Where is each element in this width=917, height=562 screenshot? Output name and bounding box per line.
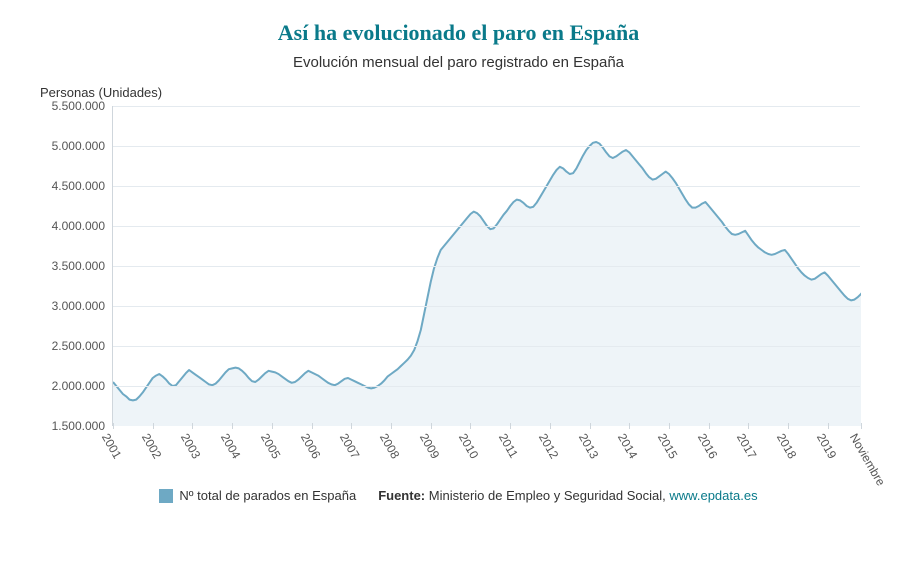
xtick-label: 2004 [218, 431, 243, 461]
xtick-label: 2002 [139, 431, 164, 461]
xtick [113, 423, 114, 429]
xtick [669, 423, 670, 429]
xtick-label: 2007 [337, 431, 362, 461]
ytick-label: 3.000.000 [52, 299, 113, 313]
legend-swatch [159, 489, 173, 503]
xtick [748, 423, 749, 429]
xtick-label: Noviembre [847, 431, 888, 488]
legend-item: Nº total de parados en España [159, 488, 356, 503]
ytick-label: 2.500.000 [52, 339, 113, 353]
gridline [113, 106, 860, 107]
xtick-label: 2005 [258, 431, 283, 461]
xtick-label: 2009 [417, 431, 442, 461]
xtick [788, 423, 789, 429]
xtick [510, 423, 511, 429]
ytick-label: 5.500.000 [52, 99, 113, 113]
chart-subtitle: Evolución mensual del paro registrado en… [30, 54, 887, 71]
xtick-label: 2014 [615, 431, 640, 461]
xtick [431, 423, 432, 429]
xtick-label: 2018 [774, 431, 799, 461]
xtick [629, 423, 630, 429]
legend-label: Nº total de parados en España [179, 488, 356, 503]
gridline [113, 386, 860, 387]
gridline [113, 226, 860, 227]
area-fill [113, 142, 861, 426]
xtick [153, 423, 154, 429]
xtick [391, 423, 392, 429]
xtick-label: 2017 [734, 431, 759, 461]
xtick [828, 423, 829, 429]
xtick [192, 423, 193, 429]
xtick-label: 2011 [496, 431, 521, 460]
xtick [232, 423, 233, 429]
legend-row: Nº total de parados en España Fuente: Mi… [30, 488, 887, 503]
source-text: Ministerio de Empleo y Seguridad Social, [429, 488, 666, 503]
xtick [550, 423, 551, 429]
xtick-label: 2008 [377, 431, 402, 461]
chart-title: Así ha evolucionado el paro en España [30, 20, 887, 46]
ytick-label: 4.000.000 [52, 219, 113, 233]
xtick-label: 2003 [178, 431, 203, 461]
xtick [709, 423, 710, 429]
source-block: Fuente: Ministerio de Empleo y Seguridad… [378, 488, 757, 503]
xtick-label: 2013 [575, 431, 600, 461]
xtick-label: 2012 [536, 431, 561, 461]
source-label: Fuente: [378, 488, 425, 503]
xtick-label: 2006 [297, 431, 322, 461]
chart-area: 1.500.0002.000.0002.500.0003.000.0003.50… [40, 106, 860, 426]
xtick [312, 423, 313, 429]
gridline [113, 346, 860, 347]
ytick-label: 2.000.000 [52, 379, 113, 393]
ytick-label: 5.000.000 [52, 139, 113, 153]
xtick [861, 423, 862, 429]
xtick-label: 2010 [456, 431, 481, 461]
gridline [113, 306, 860, 307]
ytick-label: 1.500.000 [52, 419, 113, 433]
ytick-label: 3.500.000 [52, 259, 113, 273]
xtick-label: 2019 [814, 431, 839, 461]
xtick [470, 423, 471, 429]
xtick-label: 2016 [695, 431, 720, 461]
ytick-label: 4.500.000 [52, 179, 113, 193]
xtick [272, 423, 273, 429]
xtick-label: 2001 [99, 431, 124, 461]
yaxis-title: Personas (Unidades) [40, 85, 887, 100]
gridline [113, 186, 860, 187]
plot-area: 1.500.0002.000.0002.500.0003.000.0003.50… [112, 106, 860, 426]
xtick [590, 423, 591, 429]
gridline [113, 266, 860, 267]
xtick-label: 2015 [655, 431, 680, 461]
xtick [351, 423, 352, 429]
chart-container: Así ha evolucionado el paro en España Ev… [0, 0, 917, 562]
source-link[interactable]: www.epdata.es [669, 488, 757, 503]
gridline [113, 146, 860, 147]
